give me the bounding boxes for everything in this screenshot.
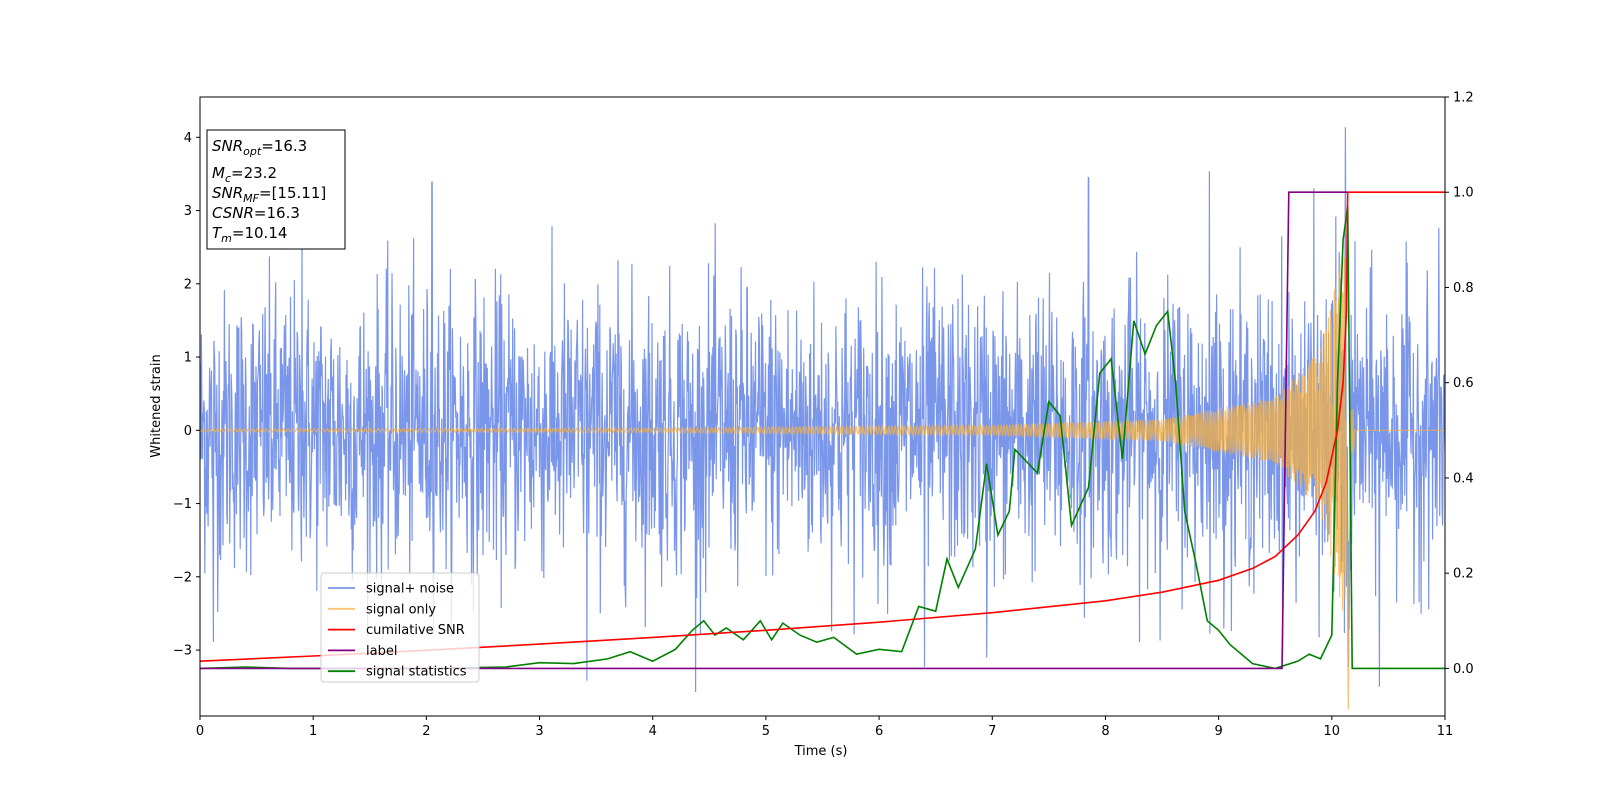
y-tick-label: 1	[184, 351, 192, 366]
legend: signal+ noise signal only cumilative SNR la…	[320, 572, 480, 683]
series-signal-noise-line	[200, 127, 1445, 693]
series-layer	[200, 127, 1445, 710]
series-signal-statistics-line	[200, 206, 1445, 670]
x-tick-label: 5	[762, 724, 770, 739]
y2-tick-label: 1.0	[1453, 186, 1474, 201]
y-tick-label: −3	[173, 644, 192, 659]
y2-tick-label: 0.4	[1453, 471, 1474, 486]
series-cumulative-snr-line	[200, 191, 1445, 662]
annotation-snr-opt: SNRopt=16.3	[212, 137, 307, 158]
y-tick-label: 2	[184, 277, 192, 292]
x-tick-label: 9	[1214, 724, 1222, 739]
x-tick-label: 1	[309, 724, 317, 739]
y-tick-label: −2	[173, 570, 192, 585]
x-tick-label: 7	[988, 724, 996, 739]
y-tick-label: 0	[184, 424, 192, 439]
annotation-csnr: CSNR=16.3	[212, 204, 300, 222]
annotation-tm: Tm=10.14	[212, 224, 287, 245]
legend-label: signal only	[366, 602, 436, 617]
x-tick-label: 0	[196, 724, 204, 739]
legend-label: cumilative SNR	[366, 623, 465, 638]
x-tick-label: 2	[422, 724, 430, 739]
legend-label: signal+ noise	[366, 582, 454, 597]
y-axis-right: 0.0 0.2 0.4 0.6 0.8 1.0 1.2	[1445, 91, 1474, 677]
series-signal-only-line	[200, 257, 1445, 710]
y-tick-label: 3	[184, 204, 192, 219]
x-tick-label: 8	[1101, 724, 1109, 739]
annotation-mc: Mc=23.2	[212, 164, 277, 185]
y-tick-label: 4	[184, 131, 192, 146]
x-tick-label: 3	[535, 724, 543, 739]
annotation-snr-mf: SNRMF=[15.11]	[212, 184, 326, 205]
x-axis: 0 1 2 3 4 5 6 7 8 9 10 11	[196, 716, 1453, 739]
y2-tick-label: 1.2	[1453, 91, 1474, 106]
legend-label: label	[366, 644, 397, 659]
y2-tick-label: 0.0	[1453, 662, 1474, 677]
y2-tick-label: 0.8	[1453, 281, 1474, 296]
y-tick-label: −1	[173, 497, 192, 512]
x-tick-label: 6	[875, 724, 883, 739]
y2-tick-label: 0.6	[1453, 376, 1474, 391]
series-label-line	[200, 191, 1348, 670]
x-tick-label: 11	[1437, 724, 1454, 739]
x-axis-label: Time (s)	[794, 744, 848, 759]
x-tick-label: 4	[649, 724, 657, 739]
legend-label: signal statistics	[366, 665, 467, 680]
annotation-box: SNRopt=16.3 Mc=23.2 SNRMF=[15.11] CSNR=1…	[206, 129, 346, 250]
y-axis-label: Whitened strain	[149, 354, 164, 457]
y2-tick-label: 0.2	[1453, 567, 1474, 582]
y-axis-left: −3 −2 −1 0 1 2 3 4	[173, 131, 200, 659]
x-tick-label: 10	[1324, 724, 1341, 739]
plot-frame	[199, 96, 1446, 717]
